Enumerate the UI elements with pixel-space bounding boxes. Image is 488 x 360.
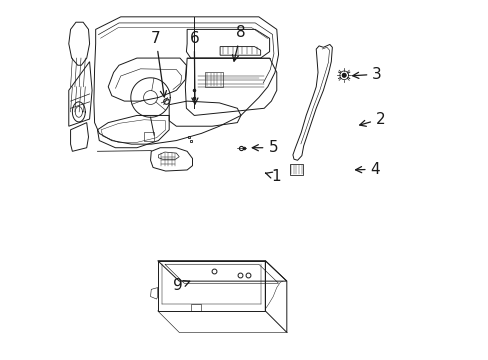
Text: 6: 6 xyxy=(189,31,199,104)
Text: 7: 7 xyxy=(151,31,166,97)
Text: 3: 3 xyxy=(352,67,381,82)
Text: 1: 1 xyxy=(265,169,280,184)
Text: 2: 2 xyxy=(359,112,385,126)
Polygon shape xyxy=(342,73,346,77)
Text: 9: 9 xyxy=(173,278,189,293)
Text: 4: 4 xyxy=(355,162,380,177)
Text: 5: 5 xyxy=(252,140,278,155)
Text: 8: 8 xyxy=(232,26,245,61)
